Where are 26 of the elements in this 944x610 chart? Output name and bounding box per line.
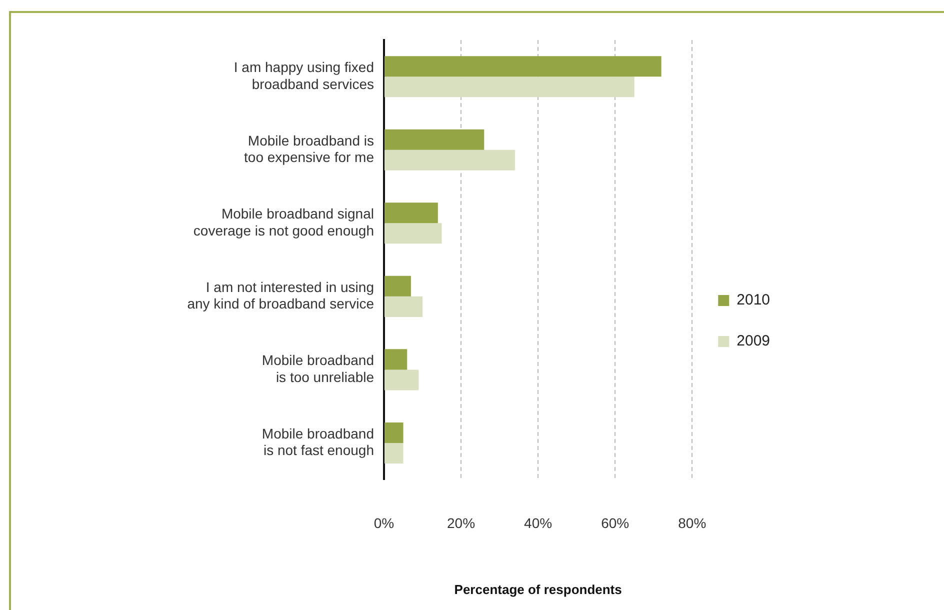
bar bbox=[384, 422, 404, 443]
bar bbox=[384, 276, 411, 296]
bar bbox=[384, 296, 423, 317]
y-tick-label: I am happy using fixed broadband services bbox=[234, 59, 374, 92]
y-tick-label: Mobile broadband signal coverage is not good enough bbox=[193, 206, 374, 238]
x-axis-title: Percentage of respondents bbox=[454, 582, 622, 597]
bar bbox=[384, 202, 438, 224]
bar bbox=[384, 223, 442, 244]
bar bbox=[384, 150, 515, 170]
bar bbox=[384, 129, 484, 150]
y-tick-label: Mobile broadband is not fast enough bbox=[262, 425, 374, 458]
legend-label: 2009 bbox=[736, 332, 770, 350]
bar bbox=[384, 56, 662, 77]
x-tick-label: 0% bbox=[374, 514, 394, 531]
y-tick-label: I am not interested in using any kind of broadband service bbox=[187, 278, 374, 312]
bar bbox=[384, 349, 408, 370]
bar bbox=[384, 76, 634, 98]
y-tick-label: Mobile broadband is too expensive for me bbox=[244, 132, 374, 166]
x-tick-label: 40% bbox=[524, 514, 552, 531]
x-tick-label: 80% bbox=[678, 514, 706, 531]
legend-label: 2010 bbox=[736, 292, 770, 309]
x-tick-label: 60% bbox=[601, 514, 630, 531]
x-tick-label: 20% bbox=[447, 514, 476, 531]
bar bbox=[384, 442, 404, 464]
bar bbox=[384, 370, 419, 390]
y-tick-label: Mobile broadband is too unreliable bbox=[262, 352, 374, 385]
